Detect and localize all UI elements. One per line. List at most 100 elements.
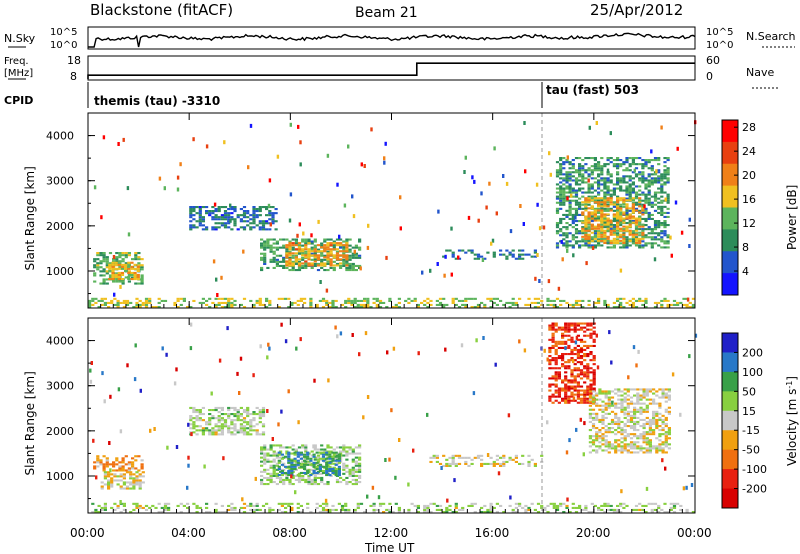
scatter-cell [358, 240, 362, 243]
scatter-cell [555, 244, 560, 247]
scatter-cell [426, 504, 430, 507]
scatter-cell [260, 448, 264, 451]
scatter-cell [386, 350, 389, 355]
scatter-cell [135, 483, 139, 486]
scatter-cell [131, 461, 135, 464]
scatter-cell [129, 475, 133, 478]
scatter-cell [198, 417, 202, 420]
scatter-cell [591, 422, 596, 425]
scatter-cell [589, 385, 593, 388]
scatter-cell [359, 299, 364, 302]
scatter-cell [214, 423, 218, 426]
scatter-cell [597, 239, 601, 242]
scatter-cell [110, 481, 114, 484]
scatter-cell [315, 451, 319, 454]
scatter-cell [628, 169, 632, 172]
scatter-cell [638, 221, 642, 224]
scatter-cell [304, 264, 308, 267]
scatter-cell [511, 301, 515, 304]
freq-tick-top: 18 [67, 54, 81, 67]
scatter-cell [628, 239, 632, 242]
scatter-cell [609, 173, 613, 176]
scatter-cell [214, 431, 218, 434]
scatter-cell [91, 511, 95, 514]
scatter-cell [650, 149, 653, 154]
scatter-cell [217, 429, 221, 432]
scatter-cell [576, 357, 580, 360]
scatter-cell [603, 181, 607, 184]
scatter-cell [597, 211, 601, 214]
scatter-cell [249, 504, 253, 507]
scatter-cell [407, 508, 411, 511]
scatter-cell [130, 261, 134, 264]
scatter-cell [590, 165, 594, 168]
scatter-cell [356, 504, 360, 507]
scatter-cell [223, 421, 228, 424]
scatter-cell [274, 228, 278, 231]
scatter-cell [129, 301, 133, 304]
scatter-cell [255, 301, 259, 304]
scatter-cell [603, 215, 607, 218]
scatter-cell [565, 504, 569, 507]
scatter-cell [242, 417, 247, 420]
scatter-cell [601, 439, 605, 442]
scatter-cell [568, 203, 572, 206]
scatter-cell [610, 390, 615, 393]
scatter-cell [255, 508, 259, 511]
scatter-cell [514, 257, 518, 260]
scatter-cell [370, 127, 373, 132]
scatter-cell [573, 328, 577, 331]
scatter-cell [583, 381, 587, 384]
scatter-cell [566, 155, 569, 160]
scatter-cell [576, 383, 580, 386]
scatter-cell [483, 504, 487, 507]
scatter-cell [663, 226, 667, 229]
scatter-cell [625, 175, 629, 178]
scatter-cell [351, 468, 355, 471]
scatter-cell [195, 206, 199, 209]
scatter-cell [620, 390, 624, 393]
scatter-cell [639, 447, 643, 450]
scatter-cell [638, 203, 642, 206]
scatter-cell [287, 457, 291, 460]
scatter-cell [120, 273, 125, 276]
scatter-cell [561, 340, 565, 343]
scatter-cell [332, 242, 336, 245]
scatter-cell [657, 201, 661, 204]
scatter-cell [570, 371, 574, 374]
scatter-cell [372, 508, 376, 511]
scatter-cell [628, 185, 632, 188]
scatter-cell [661, 418, 665, 421]
scatter-cell [570, 375, 574, 378]
scatter-cell [641, 229, 645, 232]
scatter-cell [119, 284, 122, 289]
scatter-cell [480, 454, 484, 457]
scatter-cell [93, 185, 97, 190]
scatter-cell [650, 213, 654, 216]
scatter-cell [573, 387, 577, 390]
scatter-cell [626, 402, 630, 405]
scatter-cell [514, 456, 518, 459]
scatter-cell [638, 201, 642, 204]
scatter-cell [353, 306, 357, 309]
scatter-cell [288, 242, 292, 245]
scatter-cell [105, 262, 109, 265]
scatter-cell [309, 457, 313, 460]
scatter-cell [198, 222, 202, 225]
scatter-cell [619, 187, 623, 190]
scatter-cell [332, 254, 336, 257]
scatter-cell [470, 462, 474, 465]
scatter-cell [108, 276, 113, 279]
scatter-cell [645, 392, 649, 395]
scatter-cell [310, 264, 314, 267]
scatter-cell [342, 466, 346, 469]
scatter-cell [584, 233, 588, 236]
scatter-cell [495, 303, 499, 306]
scatter-cell [342, 444, 346, 447]
scatter-cell [325, 471, 329, 474]
scatter-cell [657, 197, 661, 200]
scatter-cell [119, 479, 123, 482]
scatter-cell [290, 461, 294, 464]
scatter-cell [610, 404, 615, 407]
scatter-cell [297, 246, 302, 249]
